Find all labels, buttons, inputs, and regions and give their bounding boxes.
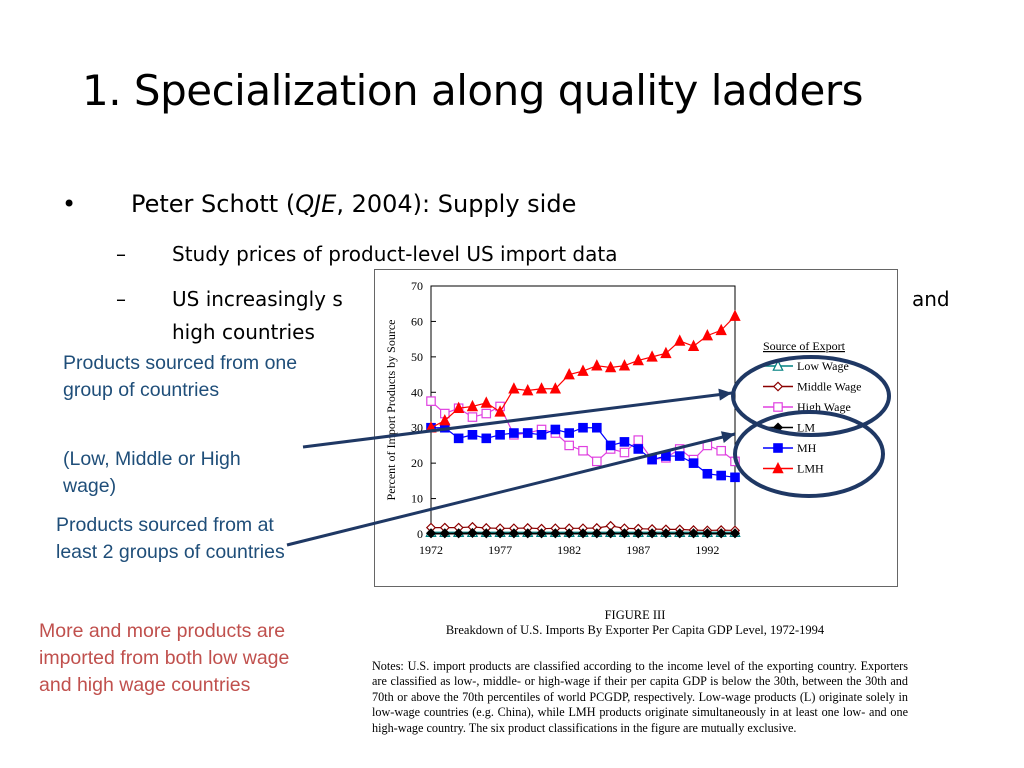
sub-bullet-us-increasingly: US increasingly s [172, 287, 343, 311]
y-tick-label: 50 [411, 350, 423, 364]
annotation-one-group: Products sourced from one group of count… [63, 352, 298, 401]
legend-label-low-wage: Low Wage [797, 359, 849, 373]
slide-title: 1. Specialization along quality ladders [82, 66, 863, 115]
data-point-lmh [508, 382, 520, 394]
sub-bullet-study-prices: Study prices of product-level US import … [172, 242, 618, 266]
data-point-mh [702, 468, 713, 479]
data-point-lmh [563, 368, 575, 380]
data-point-high-wage [467, 412, 478, 422]
series-lm [425, 527, 741, 539]
data-point-mh [730, 472, 740, 483]
data-point-lmh [701, 329, 714, 341]
data-point-mh [522, 428, 533, 438]
legend-group-highlight-single [731, 355, 891, 437]
data-point-high-wage [716, 445, 726, 456]
data-point-high-wage [564, 440, 574, 451]
y-axis-label: Percent of Import Products by Source [384, 320, 398, 501]
data-point-mh [495, 430, 505, 440]
data-point-lmh [480, 396, 492, 408]
bullet-text-post: , 2004): Supply side [336, 190, 577, 218]
data-point-mh [619, 437, 630, 447]
data-point-high-wage [426, 396, 436, 406]
x-tick-label: 1987 [626, 543, 650, 557]
x-tick-label: 1972 [419, 543, 443, 557]
legend-label-mh: MH [797, 441, 817, 455]
chart-frame: 0 10 20 30 40 50 60 70 1972 1977 1982 1987 1992 Perce… [374, 269, 898, 587]
data-point-mh [605, 440, 616, 451]
data-point-high-wage [578, 445, 588, 456]
data-point-mh [716, 470, 726, 481]
annotation-two-groups: Products sourced from at least 2 groups … [56, 514, 285, 563]
legend-label-lm: LM [797, 421, 815, 435]
data-point-mh [550, 424, 561, 435]
sub-bullet-marker: – [116, 287, 126, 311]
legend-title: Source of Export [763, 339, 846, 353]
bullet-marker: • [62, 190, 77, 218]
legend-label-lmh: LMH [797, 462, 824, 476]
figure-notes: Notes: U.S. import products are classifi… [372, 659, 908, 735]
legend-marker-low-wage [772, 359, 784, 371]
bullet-peter-schott: Peter Schott (QJE, 2004): Supply side [131, 190, 576, 218]
data-point-mh [564, 428, 574, 438]
data-point-high-wage [633, 435, 644, 445]
data-point-mh [453, 433, 464, 444]
data-point-mh [578, 422, 588, 433]
y-tick-label: 70 [411, 279, 423, 293]
legend-marker-high-wage [773, 402, 783, 412]
data-point-lmh [577, 364, 589, 376]
data-point-mh [509, 428, 519, 438]
data-point-mh [536, 430, 547, 440]
legend-marker-lmh [772, 461, 784, 474]
data-point-lmh [687, 339, 700, 352]
data-point-mh [674, 451, 685, 461]
x-tick-label: 1982 [557, 543, 581, 557]
chart-series [425, 309, 741, 539]
data-point-mh [633, 444, 644, 454]
sub-bullet-us-increasingly-end: and [912, 287, 950, 311]
figure-title: Breakdown of U.S. Imports By Exporter Pe… [445, 623, 825, 637]
y-tick-label: 10 [411, 492, 423, 506]
data-point-mh [647, 454, 657, 465]
x-tick-label: 1992 [695, 543, 719, 557]
annotation-conclusion: More and more products are imported from… [39, 620, 290, 696]
data-point-lmh [604, 360, 617, 373]
import-source-chart: 0 10 20 30 40 50 60 70 1972 1977 1982 1987 1992 Perce… [384, 279, 891, 557]
data-point-lmh [660, 346, 672, 359]
y-tick-label: 60 [411, 314, 423, 328]
legend-marker-mh [773, 443, 783, 453]
data-point-lmh [715, 323, 727, 336]
data-point-mh [688, 458, 699, 468]
y-tick-label: 30 [411, 421, 423, 435]
legend-label-middle-wage: Middle Wage [797, 380, 861, 394]
y-tick-label: 20 [411, 456, 423, 470]
data-point-lmh [632, 353, 644, 366]
chart-axes: 0 10 20 30 40 50 60 70 1972 1977 1982 1987 1992 Perce… [384, 279, 736, 557]
data-point-mh [661, 451, 671, 461]
sub-bullet-marker: – [116, 242, 126, 266]
data-point-lmh [646, 350, 658, 362]
data-point-high-wage [702, 440, 713, 451]
data-point-high-wage [592, 456, 602, 467]
figure-caption: FIGURE III Breakdown of U.S. Imports By … [374, 608, 896, 638]
data-point-lmh [618, 359, 631, 371]
x-tick-label: 1977 [488, 543, 512, 557]
figure-number: FIGURE III [604, 608, 666, 622]
journal-name: QJE [295, 190, 337, 218]
data-point-high-wage [619, 447, 630, 458]
bullet-text-pre: Peter Schott ( [131, 190, 296, 218]
data-point-mh [592, 422, 602, 433]
data-point-mh [467, 430, 478, 440]
y-tick-label: 0 [417, 527, 423, 541]
data-point-lmh [729, 309, 741, 321]
y-tick-label: 40 [411, 385, 423, 399]
annotation-wage-groups: (Low, Middle or High wage) [63, 448, 241, 497]
data-point-lmh [591, 359, 603, 371]
sub-bullet-us-increasingly-cont: high countries [172, 320, 315, 344]
legend-marker-middle-wage [772, 381, 784, 392]
data-point-high-wage [481, 408, 492, 419]
data-point-mh [481, 433, 492, 444]
data-point-lmh [674, 334, 686, 346]
